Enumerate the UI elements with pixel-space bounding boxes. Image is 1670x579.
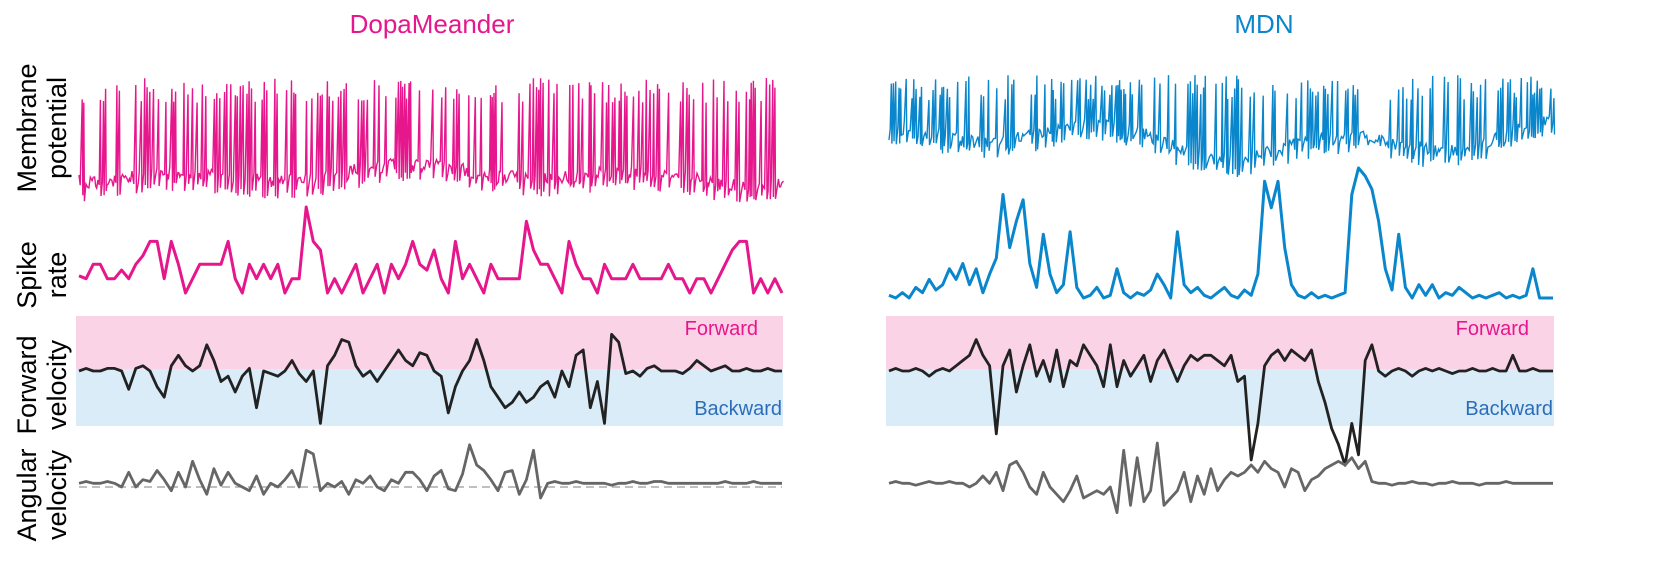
mdn-membrane-potential-trace [888, 75, 1556, 178]
angular-velocity-line [888, 441, 1553, 515]
membrane-trace [78, 77, 785, 203]
backward-label: Backward [694, 398, 782, 420]
row-label-line1: Angular [12, 448, 42, 541]
forward-label: Forward [1456, 318, 1529, 340]
mdn-forward-velocity-panel: Forward Backward [886, 316, 1554, 467]
row-label-line2: velocity [42, 449, 72, 540]
row-label-line1: Forward [12, 335, 42, 434]
mdn-spike-rate-trace [888, 166, 1553, 300]
row-label-line1: Membrane [12, 63, 42, 192]
row-label-membrane-potential: Membrane potential [12, 63, 72, 192]
dopameander-membrane-potential-trace [78, 77, 785, 203]
row-label-forward-velocity: Forward velocity [12, 335, 72, 434]
row-label-spike-rate: Spike rate [12, 241, 72, 309]
dopameander-forward-velocity-panel: Forward Backward [76, 316, 783, 426]
row-label-line2: potential [42, 77, 72, 179]
dopameander-spike-rate-trace [78, 205, 784, 295]
forward-velocity-line [78, 332, 782, 425]
mdn-angular-velocity-panel [888, 441, 1553, 515]
forward-velocity-line [888, 338, 1553, 467]
forward-label: Forward [685, 318, 758, 340]
forward-region [886, 316, 1554, 369]
spike-rate-line [78, 205, 784, 295]
panel-title-dopameander: DopaMeander [350, 9, 515, 39]
membrane-trace [888, 75, 1556, 178]
backward-region [886, 369, 1554, 426]
backward-label: Backward [1465, 398, 1553, 420]
angular-velocity-line [78, 443, 782, 500]
panel-title-mdn: MDN [1234, 9, 1293, 39]
backward-region [76, 369, 783, 426]
spike-rate-line [888, 166, 1553, 300]
row-label-line1: Spike [12, 241, 42, 309]
row-label-line2: velocity [42, 339, 72, 430]
dopameander-angular-velocity-panel [78, 443, 782, 500]
row-label-line2: rate [42, 252, 72, 299]
row-label-angular-velocity: Angular velocity [12, 448, 72, 541]
